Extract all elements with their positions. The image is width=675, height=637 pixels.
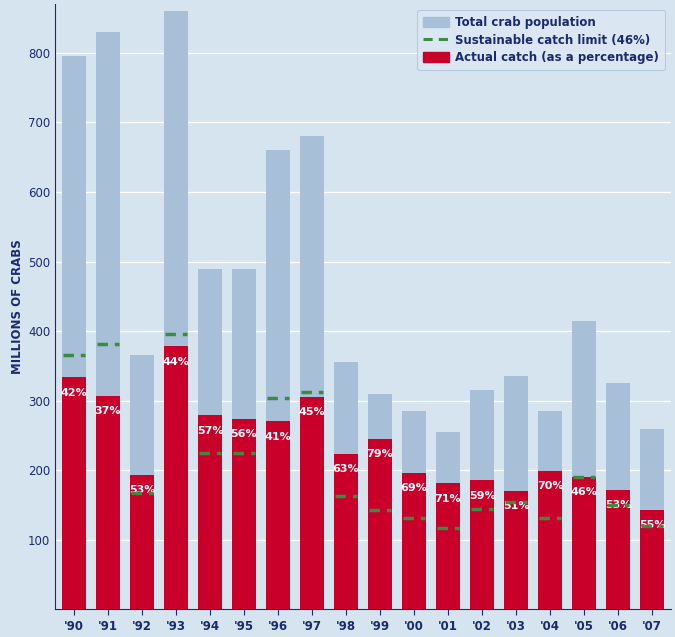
Bar xyxy=(198,269,222,610)
Text: 79%: 79% xyxy=(367,450,394,459)
Bar xyxy=(504,376,529,610)
Bar xyxy=(266,150,290,610)
Bar xyxy=(164,11,188,610)
Text: 71%: 71% xyxy=(435,494,461,504)
Bar xyxy=(436,483,460,610)
Text: 45%: 45% xyxy=(298,407,325,417)
Bar xyxy=(232,419,256,610)
Text: 42%: 42% xyxy=(61,387,87,397)
Text: 70%: 70% xyxy=(537,481,564,491)
Text: 46%: 46% xyxy=(570,487,597,497)
Bar xyxy=(300,397,324,610)
Text: 41%: 41% xyxy=(265,432,292,441)
Bar xyxy=(538,411,562,610)
Bar xyxy=(606,490,630,610)
Bar xyxy=(164,346,188,610)
Text: 59%: 59% xyxy=(468,490,495,501)
Bar xyxy=(402,473,427,610)
Bar xyxy=(368,439,392,610)
Bar xyxy=(572,476,596,610)
Bar xyxy=(266,421,290,610)
Bar xyxy=(130,475,154,610)
Bar xyxy=(402,411,427,610)
Bar xyxy=(606,383,630,610)
Bar xyxy=(572,320,596,610)
Bar xyxy=(470,390,494,610)
Bar xyxy=(232,269,256,610)
Text: 51%: 51% xyxy=(503,501,529,511)
Bar xyxy=(198,415,222,610)
Bar xyxy=(96,396,120,610)
Y-axis label: MILLIONS OF CRABS: MILLIONS OF CRABS xyxy=(11,240,24,374)
Text: 57%: 57% xyxy=(196,426,223,436)
Bar xyxy=(504,490,529,610)
Text: 55%: 55% xyxy=(639,520,666,531)
Bar xyxy=(333,454,358,610)
Bar xyxy=(640,510,664,610)
Text: 63%: 63% xyxy=(333,464,359,475)
Bar xyxy=(61,56,86,610)
Text: 53%: 53% xyxy=(129,485,155,496)
Bar xyxy=(130,355,154,610)
Bar xyxy=(470,480,494,610)
Bar xyxy=(61,377,86,610)
Bar xyxy=(333,362,358,610)
Bar xyxy=(538,471,562,610)
Bar xyxy=(368,394,392,610)
Bar xyxy=(436,432,460,610)
Legend: Total crab population, Sustainable catch limit (46%), Actual catch (as a percent: Total crab population, Sustainable catch… xyxy=(417,10,665,70)
Text: 56%: 56% xyxy=(231,429,257,439)
Text: 44%: 44% xyxy=(163,357,190,367)
Bar xyxy=(96,32,120,610)
Text: 69%: 69% xyxy=(400,483,427,493)
Bar xyxy=(640,429,664,610)
Text: 53%: 53% xyxy=(605,500,631,510)
Text: 37%: 37% xyxy=(95,406,122,416)
Bar xyxy=(300,136,324,610)
